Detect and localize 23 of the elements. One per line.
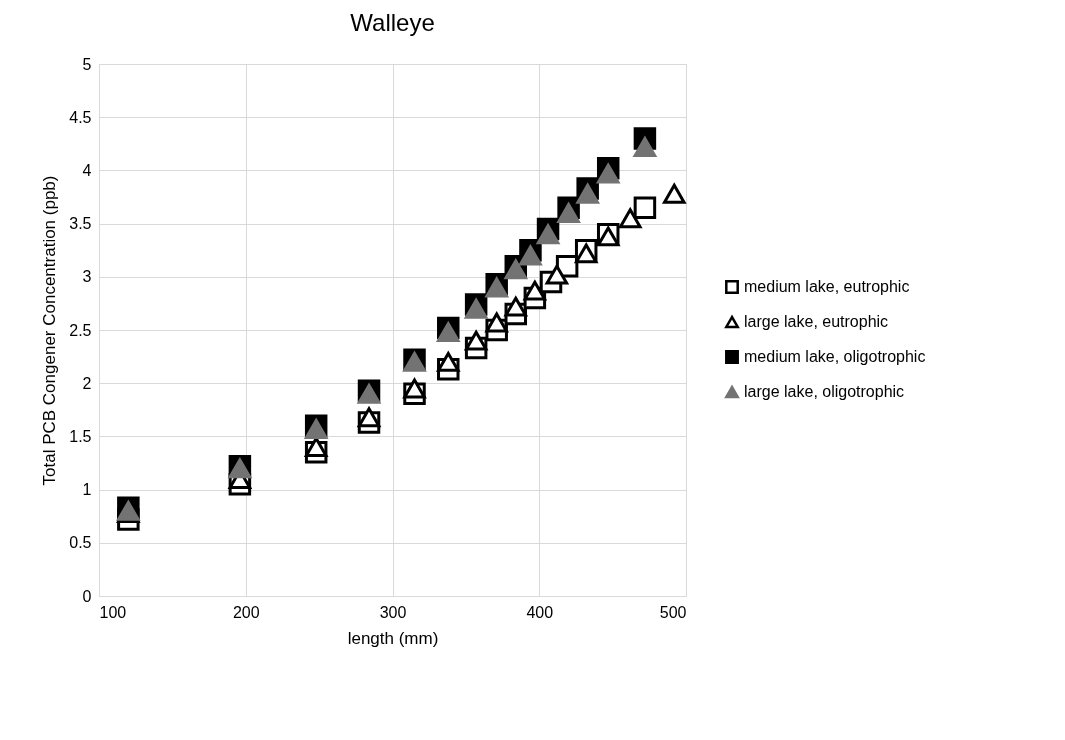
- y-axis-title: Total PCB Congener Concentration (ppb): [40, 175, 60, 486]
- x-tick-label: 500: [659, 603, 687, 621]
- y-tick-label: 3.5: [69, 215, 92, 233]
- y-tick-label: 2.5: [69, 321, 92, 339]
- y-tick-label: 3: [82, 268, 92, 286]
- y-tick-label: 5: [82, 55, 92, 73]
- legend-label: large lake, eutrophic: [744, 313, 889, 330]
- chart-title: Walleye: [350, 9, 435, 36]
- legend-label: large lake, oligotrophic: [744, 383, 905, 400]
- y-tick-label: 4.5: [69, 108, 92, 126]
- y-tick-label: 0.5: [69, 534, 92, 552]
- legend-label: medium lake, eutrophic: [744, 278, 910, 295]
- x-tick-label: 400: [526, 603, 554, 621]
- x-tick-label: 100: [99, 603, 127, 621]
- x-axis-title: length (mm): [347, 628, 439, 648]
- y-tick-label: 2: [82, 374, 92, 392]
- legend-label: medium lake, oligotrophic: [744, 348, 926, 365]
- y-tick-label: 0: [82, 587, 92, 605]
- y-tick-label: 1: [82, 481, 92, 499]
- y-tick-label: 4: [82, 161, 92, 179]
- y-tick-label: 1.5: [69, 427, 92, 445]
- x-tick-label: 200: [232, 603, 260, 621]
- x-tick-label: 300: [379, 603, 407, 621]
